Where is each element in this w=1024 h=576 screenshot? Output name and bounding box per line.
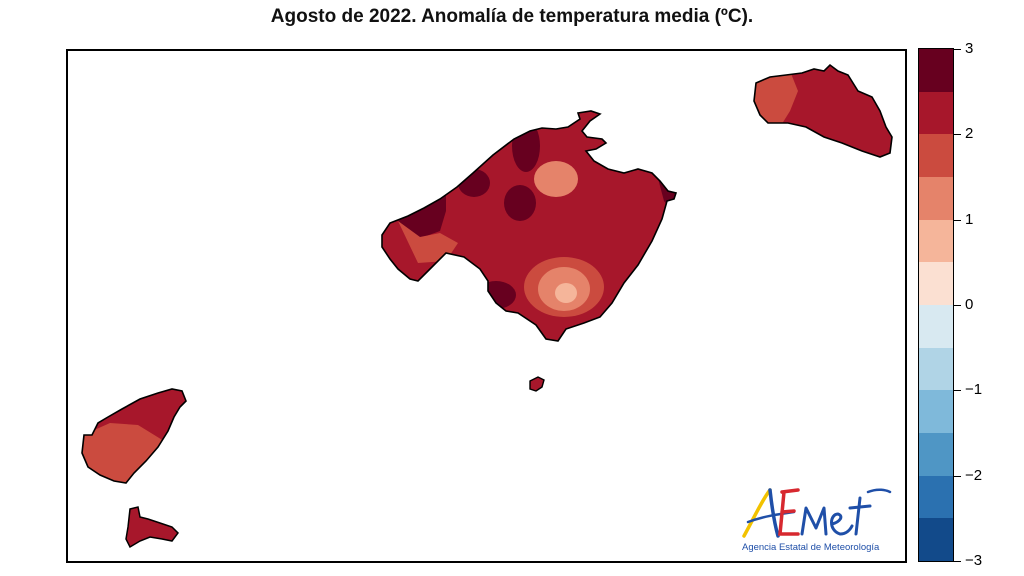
colorbar-step xyxy=(919,176,953,220)
mallorca-warm-patch-southwest xyxy=(476,281,516,309)
aemet-logo xyxy=(742,488,892,538)
islands-map xyxy=(81,63,893,549)
map-title: Agosto de 2022. Anomalía de temperatura … xyxy=(270,6,754,27)
colorbar-tick-label: −2 xyxy=(965,467,983,484)
colorbar-step xyxy=(919,347,953,391)
mallorca-coolest-patch xyxy=(555,283,577,303)
mallorca-warm-patch-center xyxy=(504,185,536,221)
ibiza xyxy=(81,388,187,484)
colorbar-tick xyxy=(953,561,961,562)
colorbar-step xyxy=(919,432,953,476)
mallorca xyxy=(381,110,678,342)
colorbar-tick xyxy=(953,390,961,391)
colorbar-tick xyxy=(953,134,961,135)
colorbar-step xyxy=(919,134,953,177)
colorbar-tick xyxy=(953,220,961,221)
menorca xyxy=(753,63,893,158)
colorbar-tick-label: 3 xyxy=(965,40,974,57)
colorbar-tick-label: 2 xyxy=(965,125,974,142)
colorbar-tick xyxy=(953,476,961,477)
logo-caption: Agencia Estatal de Meteorología xyxy=(742,542,880,553)
colorbar-tick xyxy=(953,49,961,50)
ibiza-coastline xyxy=(81,388,187,484)
mallorca-cool-patch-north xyxy=(534,161,578,197)
colorbar xyxy=(918,48,954,562)
map-frame xyxy=(66,49,907,563)
colorbar-tick-label: −3 xyxy=(965,552,983,569)
formentera xyxy=(125,506,179,549)
menorca-coastline xyxy=(753,63,893,158)
mallorca-mild-patch-west xyxy=(398,221,458,263)
colorbar-step xyxy=(919,304,953,348)
colorbar-tick xyxy=(953,305,961,306)
mallorca-coastline xyxy=(381,110,678,342)
mallorca-warm-patch-north xyxy=(512,120,540,172)
cabrera xyxy=(529,376,545,392)
colorbar-tick-label: 0 xyxy=(965,296,974,313)
mallorca-warm-patch-central xyxy=(458,169,490,197)
colorbar-step xyxy=(919,91,953,135)
colorbar-tick-label: −1 xyxy=(965,381,983,398)
colorbar-step xyxy=(919,219,953,263)
colorbar-tick-label: 1 xyxy=(965,211,974,228)
colorbar-step xyxy=(919,475,953,519)
colorbar-step xyxy=(919,518,953,561)
colorbar-step xyxy=(919,262,953,305)
colorbar-step xyxy=(919,49,953,92)
menorca-mild-patch-west xyxy=(754,71,798,127)
colorbar-step xyxy=(919,390,953,433)
